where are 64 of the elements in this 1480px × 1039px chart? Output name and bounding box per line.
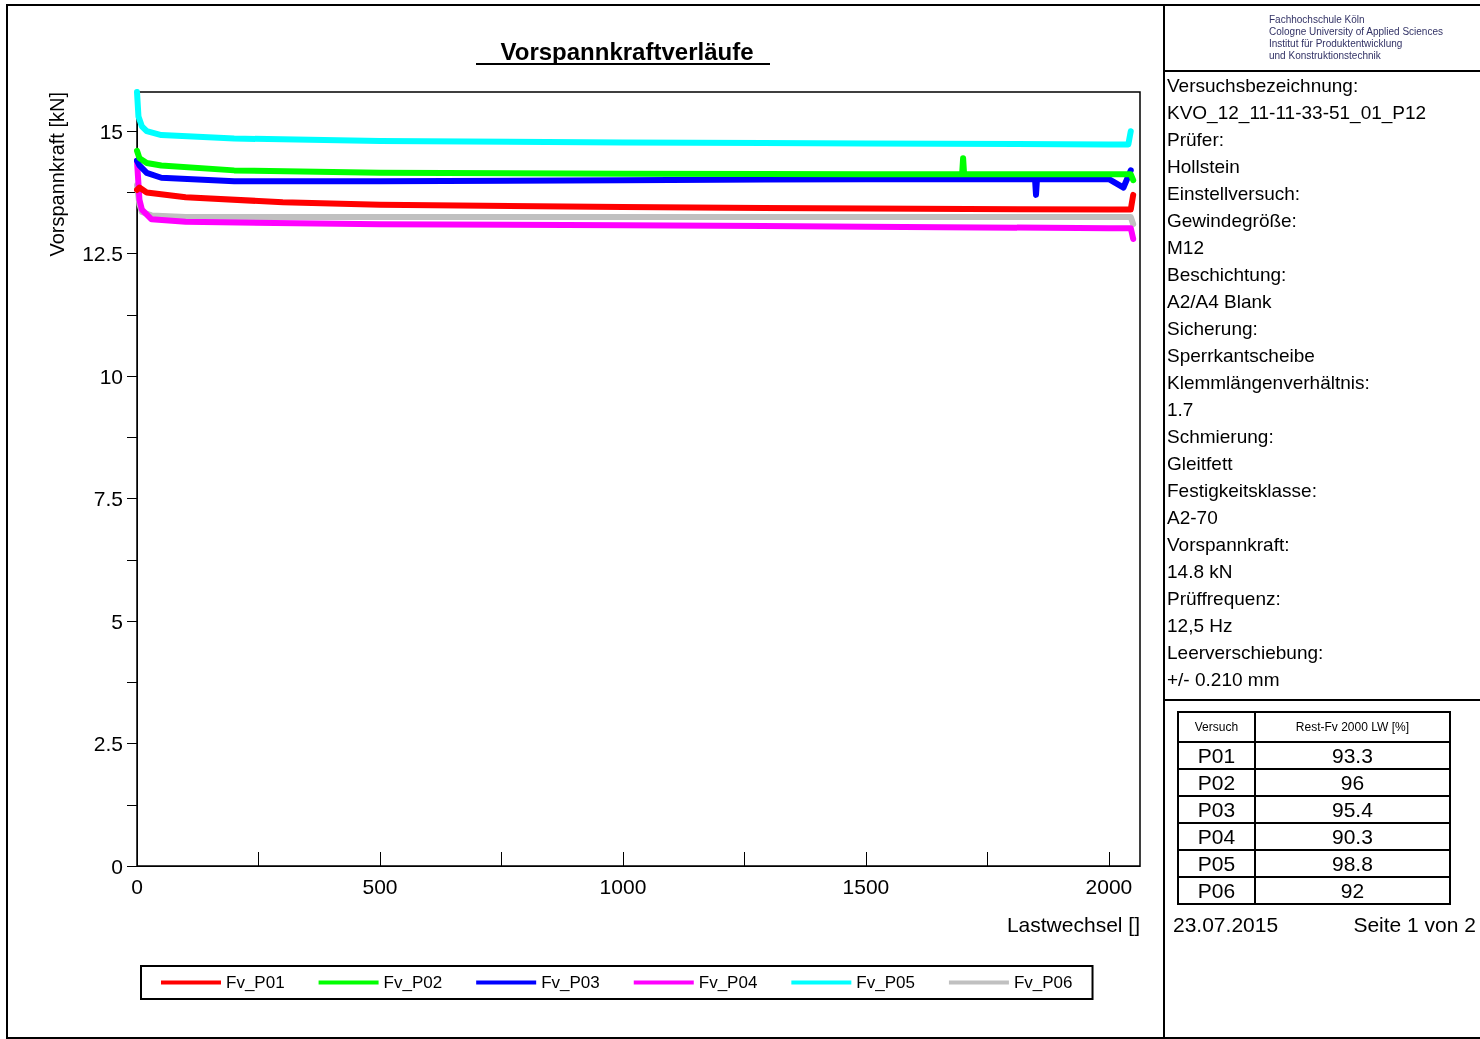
text: Versuch [1178, 712, 1255, 742]
text: 92 [1254, 877, 1450, 904]
text: 98.8 [1254, 850, 1450, 877]
text: Leerverschiebung: [1166, 641, 1325, 665]
text: P06 [1178, 877, 1255, 904]
text: 96 [1254, 769, 1450, 796]
legend-label: Fv_P02 [383, 973, 443, 992]
text: +/- 0.210 mm [1166, 668, 1281, 692]
x-tick-label: 1000 [599, 875, 647, 898]
text: 95.4 [1254, 796, 1450, 823]
text: Sperrkantscheibe [1166, 344, 1316, 368]
text: Gleitfett [1166, 452, 1234, 476]
text: Gewindegröße: [1166, 209, 1298, 233]
text: Rest-Fv 2000 LW [%] [1254, 712, 1450, 742]
text: 14.8 kN [1166, 560, 1234, 584]
text: 12,5 Hz [1166, 614, 1234, 638]
x-tick-label: 1500 [842, 875, 890, 898]
text: Versuchsbezeichnung: [1166, 74, 1360, 98]
y-axis-title: Vorspannkraft [kN] [46, 92, 68, 257]
x-axis-title: Lastwechsel [] [1006, 913, 1140, 936]
text: P01 [1178, 742, 1255, 769]
legend-label: Fv_P04 [698, 973, 758, 992]
text: P05 [1178, 850, 1255, 877]
text: Vorspannkraft: [1166, 533, 1291, 557]
text: Einstellversuch: [1166, 182, 1302, 206]
y-tick-label: 7.5 [93, 487, 123, 511]
text: Prüfer: [1166, 128, 1226, 152]
text: Hollstein [1166, 155, 1241, 179]
text: A2/A4 Blank [1166, 290, 1273, 314]
text: 90.3 [1254, 823, 1450, 850]
y-tick-label: 15 [99, 119, 123, 143]
text: P03 [1178, 796, 1255, 823]
x-tick-label: 2000 [1085, 875, 1133, 898]
text: Fachhochschule Köln [1269, 14, 1366, 26]
legend-label: Fv_P01 [226, 973, 285, 992]
text: Sicherung: [1166, 317, 1259, 341]
text: 93.3 [1254, 742, 1450, 769]
text: Prüffrequenz: [1166, 587, 1282, 611]
text: und Konstruktionstechnik [1269, 50, 1382, 62]
y-tick-label: 12.5 [82, 242, 123, 266]
chart-title: Vorspannkraftverläufe [500, 37, 754, 65]
text: 1.7 [1166, 398, 1195, 422]
y-tick-label: 10 [99, 364, 123, 388]
legend-label: Fv_P03 [541, 973, 600, 992]
text: P04 [1178, 823, 1255, 850]
text: Beschichtung: [1166, 263, 1288, 287]
legend-label: Fv_P05 [856, 973, 915, 992]
x-tick-label: 500 [362, 875, 398, 898]
y-tick-label: 2.5 [93, 732, 123, 756]
y-tick-label: 5 [111, 609, 123, 633]
x-tick-label: 0 [131, 875, 143, 898]
y-tick-label: 0 [111, 854, 123, 878]
text: Festigkeitsklasse: [1166, 479, 1318, 503]
text: Schmierung: [1166, 425, 1275, 449]
text: Seite 1 von 2 [1353, 913, 1476, 937]
text: KVO_12_11-11-33-51_01_P12 [1166, 101, 1428, 126]
text: Institut für Produktentwicklung [1269, 38, 1404, 50]
text: M12 [1166, 236, 1205, 260]
text: Klemmlängenverhältnis: [1166, 371, 1371, 395]
text: 23.07.2015 [1173, 913, 1279, 937]
legend-label: Fv_P06 [1013, 973, 1073, 992]
text: P02 [1178, 769, 1255, 796]
text: A2-70 [1166, 506, 1219, 530]
text: Cologne University of Applied Sciences [1269, 26, 1444, 38]
